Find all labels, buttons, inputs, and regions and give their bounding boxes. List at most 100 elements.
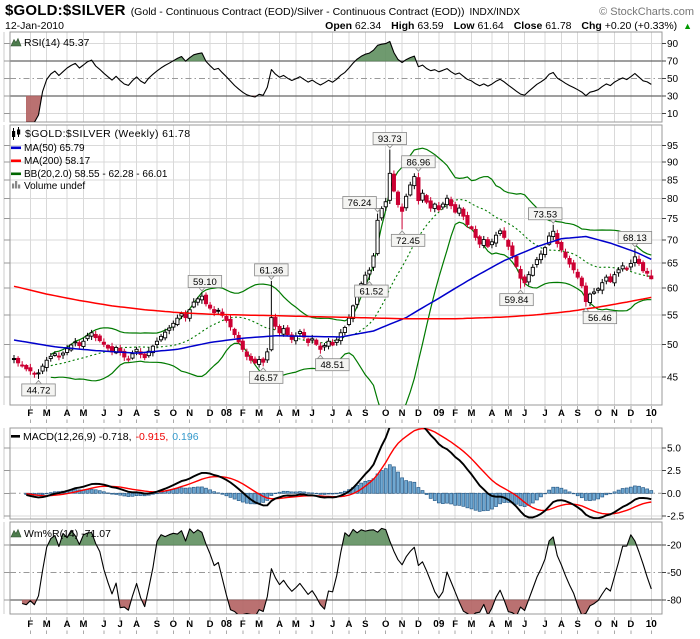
svg-text:61.36: 61.36 [259,265,283,276]
svg-text:50: 50 [667,340,679,351]
chart-header: $GOLD:$SILVER (Gold - Continuous Contrac… [0,0,700,32]
svg-text:M: M [468,619,476,630]
svg-text:M: M [79,408,87,419]
price-annotation: 56.46 [582,307,618,324]
svg-text:2.5: 2.5 [667,466,681,477]
svg-text:M: M [255,619,263,630]
change-value: +0.20 (+0.33%) [604,20,678,32]
svg-text:-2.5: -2.5 [667,512,685,523]
svg-text:59.84: 59.84 [505,295,529,306]
price-annotation: 68.13 [617,231,653,248]
price-series [11,147,654,405]
svg-text:60: 60 [667,283,679,294]
svg-text:61.52: 61.52 [360,287,384,298]
svg-text:F: F [27,408,33,419]
svg-text:J: J [101,619,106,630]
rsi-label: RSI(14) 45.37 [24,37,90,49]
svg-text:N: N [611,619,618,630]
price-annotation: 44.72 [21,379,56,396]
svg-text:44.72: 44.72 [27,385,51,396]
svg-text:F: F [240,408,246,419]
main-legend: $GOLD:$SILVER (Weekly) 61.78 MA(50) 65.7… [11,127,190,192]
svg-text:M: M [43,619,51,630]
svg-text:M: M [79,619,87,630]
svg-text:0.0: 0.0 [667,489,681,500]
svg-text:J: J [310,408,315,419]
svg-text:55: 55 [667,310,679,321]
svg-text:A: A [489,619,496,630]
svg-text:D: D [627,408,634,419]
price-annotations: 44.72 59.10 46.57 61.36 48.51 61.52 76.24 93.73… [21,132,653,396]
close-value: 61.78 [545,20,572,32]
svg-text:J: J [330,408,335,419]
svg-text:70: 70 [667,236,679,247]
svg-text:46.57: 46.57 [254,373,278,384]
price-annotation: 73.53 [528,207,563,224]
svg-text:5.0: 5.0 [667,443,681,454]
svg-text:S: S [362,408,368,419]
price-annotation: 86.96 [401,155,436,172]
close-label: Close [513,20,543,32]
svg-text:O: O [594,408,601,419]
volume-label: Volume undef [24,181,85,192]
price-annotation: 93.73 [372,132,407,149]
low-value: 61.64 [477,20,504,32]
svg-text:M: M [43,408,51,419]
main-symbol-label: $GOLD:$SILVER (Weekly) 61.78 [25,128,190,140]
high-label: High [391,20,415,32]
price-annotation: 76.24 [342,196,382,213]
svg-text:A: A [276,408,283,419]
ma200-label: MA(200) 58.17 [24,156,91,167]
svg-text:72.45: 72.45 [396,236,420,247]
candlestick-icon [12,127,21,140]
svg-text:30: 30 [667,92,679,103]
macd-label: MACD(12,26,9) -0.718, -0.915, 0.196 [23,431,199,443]
svg-text:50: 50 [667,74,679,85]
svg-text:93.73: 93.73 [378,134,402,145]
svg-text:F: F [452,408,458,419]
williams-r-series [21,527,652,614]
svg-text:J: J [310,619,315,630]
svg-text:76.24: 76.24 [348,198,372,209]
svg-text:A: A [346,619,353,630]
svg-text:O: O [382,408,389,419]
month-axis-labels: FFMMAAMMJJJJAASSOONNDD0808FFMMAAMMJJJJAA… [27,406,657,634]
svg-text:08: 08 [221,408,233,419]
svg-text:10: 10 [646,619,658,630]
svg-text:S: S [362,619,368,630]
svg-text:65: 65 [667,259,679,270]
chart-canvas: 95 90 85 80 75 70 65 60 55 50 45 90 70 50 30 10 5.0 2.5 0.… [3,31,685,634]
svg-text:M: M [292,619,300,630]
svg-text:A: A [276,619,283,630]
header-title-row: $GOLD:$SILVER (Gold - Continuous Contrac… [0,0,700,19]
svg-text:M: M [504,619,512,630]
change-up-arrow-icon: ▲ [683,21,692,31]
wmr-legend: Wm%R(14) -71.07 [10,528,111,540]
high-value: 63.59 [417,20,444,32]
price-annotation: 61.52 [354,280,389,298]
svg-text:A: A [558,619,565,630]
svg-text:A: A [558,408,565,419]
macd-series [24,428,654,519]
svg-text:09: 09 [433,619,445,630]
wmr-label: Wm%R(14) -71.07 [24,528,111,540]
macd-line-swatch [11,435,20,438]
copyright-label: © StockCharts.com [599,6,694,18]
svg-text:O: O [170,619,177,630]
svg-text:-20: -20 [667,540,682,551]
svg-text:73.53: 73.53 [533,209,557,220]
price-annotation: 59.10 [187,275,223,292]
svg-text:N: N [399,619,406,630]
price-annotation: 72.45 [390,230,426,247]
svg-text:95: 95 [667,141,679,152]
svg-text:A: A [64,408,71,419]
svg-text:J: J [118,619,123,630]
svg-text:N: N [186,619,193,630]
svg-text:A: A [346,408,353,419]
bollinger-label: BB(20,2.0) 58.55 - 62.28 - 66.01 [24,169,168,180]
svg-text:S: S [575,619,581,630]
rsi-legend: RSI(14) 45.37 [10,37,90,49]
price-annotation: 61.36 [254,263,289,280]
svg-text:J: J [101,408,106,419]
